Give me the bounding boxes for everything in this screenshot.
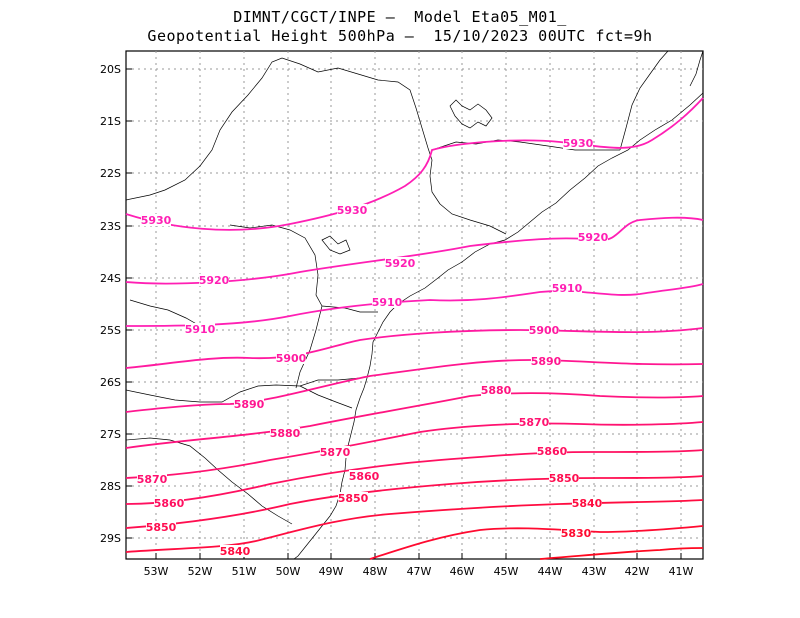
lon-label: 42W xyxy=(625,565,650,578)
state-border xyxy=(295,305,323,389)
lat-label: 23S xyxy=(100,220,121,233)
lon-label: 43W xyxy=(582,565,607,578)
contour-5930 xyxy=(125,97,704,231)
state-border xyxy=(299,385,353,409)
contour-label: 5850 xyxy=(549,472,580,485)
lat-label: 28S xyxy=(100,480,121,493)
lat-label: 29S xyxy=(100,532,121,545)
contour-label: 5930 xyxy=(563,137,594,150)
lat-label: 27S xyxy=(100,428,121,441)
contour-label: 5880 xyxy=(481,384,512,397)
contour-label: 5860 xyxy=(154,497,185,510)
contour-label: 5900 xyxy=(276,352,307,365)
contour-label: 5920 xyxy=(578,231,609,244)
contour-5850 xyxy=(125,475,704,529)
lat-label: 24S xyxy=(100,272,121,285)
state-border xyxy=(439,203,507,235)
contour-label: 5870 xyxy=(137,473,168,486)
contour-labels: 5930 5930 5930 5920 5920 5920 5910 5910 … xyxy=(137,137,609,558)
contour-label: 5930 xyxy=(141,214,172,227)
lon-label: 46W xyxy=(450,565,475,578)
map-frame xyxy=(125,50,704,560)
contour-5890 xyxy=(125,359,704,413)
lon-label: 53W xyxy=(144,565,169,578)
latitude-labels: 20S 21S 22S 23S 24S 25S 26S 27S 28S 29S xyxy=(100,63,121,545)
contour-label: 5890 xyxy=(531,355,562,368)
lat-label: 20S xyxy=(100,63,121,76)
lon-label: 41W xyxy=(669,565,694,578)
chart-title-line2: Geopotential Height 500hPa – 15/10/2023 … xyxy=(147,27,653,45)
lon-label: 52W xyxy=(188,565,213,578)
contour-5860 xyxy=(125,449,704,505)
lon-label: 44W xyxy=(538,565,563,578)
contour-5830 xyxy=(369,525,704,560)
boundaries xyxy=(125,50,704,560)
contour-label: 5920 xyxy=(385,257,416,270)
state-border xyxy=(431,139,620,151)
state-border xyxy=(619,50,669,151)
contour-label: 5870 xyxy=(519,416,550,429)
state-border xyxy=(229,224,323,307)
contour-label: 5850 xyxy=(338,492,369,505)
contour-5880 xyxy=(125,392,704,449)
lat-label: 25S xyxy=(100,324,121,337)
contour-label: 5880 xyxy=(270,427,301,440)
contour-5910 xyxy=(125,283,704,327)
chart-title-line1: DIMNT/CGCT/INPE – Model Eta05_M01_ xyxy=(233,8,567,26)
longitude-labels: 53W 52W 51W 50W 49W 48W 47W 46W 45W 44W … xyxy=(144,565,694,578)
contour-label: 5920 xyxy=(199,274,230,287)
contour-label: 5860 xyxy=(349,470,380,483)
contour-label: 5830 xyxy=(561,527,592,540)
lon-label: 47W xyxy=(407,565,432,578)
lake-outline xyxy=(321,235,351,255)
coast-detail xyxy=(689,50,704,87)
lon-label: 50W xyxy=(276,565,301,578)
contour-label: 5840 xyxy=(220,545,251,558)
contour-label: 5840 xyxy=(572,497,603,510)
lon-label: 51W xyxy=(232,565,257,578)
lat-label: 26S xyxy=(100,376,121,389)
lat-label: 22S xyxy=(100,167,121,180)
gridlines xyxy=(126,51,703,559)
lon-label: 48W xyxy=(363,565,388,578)
contour-label: 5930 xyxy=(337,204,368,217)
contour-5920 xyxy=(125,216,704,285)
contour-label: 5890 xyxy=(234,398,265,411)
lake-outline xyxy=(449,99,493,129)
state-border xyxy=(125,57,441,205)
contour-label: 5860 xyxy=(537,445,568,458)
contour-label: 5900 xyxy=(529,324,560,337)
lat-label: 21S xyxy=(100,115,121,128)
lon-label: 49W xyxy=(319,565,344,578)
coastline xyxy=(293,92,704,560)
contour-5900 xyxy=(125,327,704,369)
contour-5870 xyxy=(125,421,704,479)
lon-label: 45W xyxy=(494,565,519,578)
contour-5820 xyxy=(539,547,704,560)
state-border xyxy=(125,377,361,403)
state-border xyxy=(321,305,378,313)
contour-label: 5910 xyxy=(372,296,403,309)
contour-label: 5910 xyxy=(185,323,216,336)
state-border xyxy=(129,299,201,327)
contour-label: 5910 xyxy=(552,282,583,295)
contour-label: 5870 xyxy=(320,446,351,459)
contour-label: 5850 xyxy=(146,521,177,534)
